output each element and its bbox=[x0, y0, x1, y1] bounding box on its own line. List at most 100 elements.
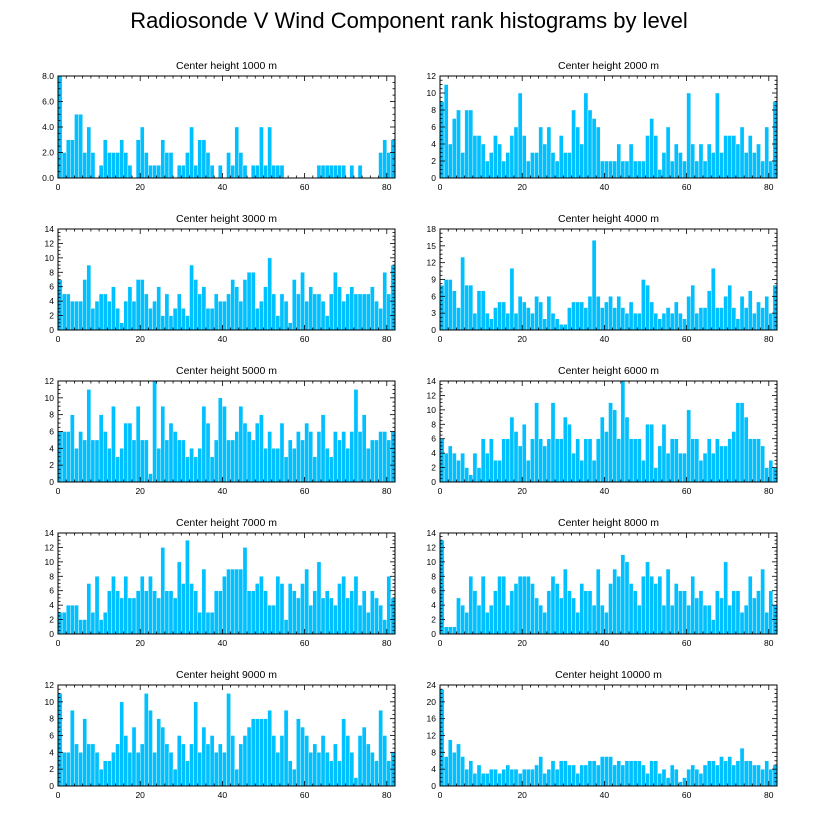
bar bbox=[764, 467, 769, 483]
bar bbox=[90, 612, 96, 635]
panel-7: Center height 7000 m 0 20 40 60 80 0 2 4 6 8 10 12 14 bbox=[45, 517, 396, 648]
bar bbox=[595, 126, 601, 179]
bar bbox=[103, 431, 108, 483]
bar bbox=[66, 752, 71, 787]
bar bbox=[768, 160, 774, 179]
bar bbox=[103, 612, 108, 635]
bar bbox=[345, 448, 350, 483]
bar bbox=[653, 760, 659, 787]
bar bbox=[205, 152, 211, 179]
bar bbox=[637, 604, 642, 635]
bar bbox=[234, 768, 240, 787]
bar bbox=[743, 152, 749, 179]
bar bbox=[316, 431, 322, 483]
bar bbox=[115, 308, 120, 331]
bar bbox=[275, 448, 281, 483]
bar bbox=[127, 597, 133, 635]
bar bbox=[719, 307, 724, 331]
bar bbox=[669, 160, 675, 179]
bar bbox=[530, 583, 535, 635]
bar bbox=[357, 293, 363, 331]
bar bbox=[139, 279, 145, 331]
bar bbox=[604, 160, 609, 179]
bar bbox=[567, 764, 572, 787]
bar bbox=[509, 768, 515, 787]
bar bbox=[70, 139, 75, 179]
bar bbox=[731, 135, 737, 179]
bar bbox=[632, 312, 638, 331]
bar bbox=[509, 590, 515, 635]
bar bbox=[370, 590, 375, 635]
panel-4: Center height 4000 m 0 20 40 60 80 0 3 6 9 12 15 18 bbox=[427, 213, 778, 344]
bar bbox=[546, 296, 552, 331]
y-tick-label: 12 bbox=[427, 71, 437, 81]
bar bbox=[595, 296, 601, 331]
bar bbox=[341, 165, 346, 179]
bar bbox=[222, 576, 227, 635]
bar bbox=[201, 726, 207, 787]
bar bbox=[218, 300, 223, 331]
bar bbox=[669, 312, 675, 331]
bar bbox=[103, 293, 108, 331]
bar bbox=[768, 460, 774, 483]
bar bbox=[386, 439, 392, 483]
x-tick-label: 0 bbox=[438, 334, 443, 344]
bar bbox=[567, 590, 572, 635]
bar bbox=[308, 431, 314, 483]
bar bbox=[78, 114, 83, 179]
y-tick-label: 8 bbox=[431, 747, 436, 757]
x-tick-label: 40 bbox=[218, 790, 228, 800]
bar bbox=[86, 126, 92, 179]
bar bbox=[768, 312, 774, 331]
bar bbox=[366, 448, 371, 483]
panel-title: Center height 5000 m bbox=[176, 365, 277, 377]
bar bbox=[517, 576, 523, 635]
bar bbox=[661, 604, 667, 635]
bar bbox=[645, 561, 650, 635]
bar bbox=[172, 597, 178, 635]
bar bbox=[567, 307, 572, 331]
bar bbox=[711, 152, 716, 179]
bar bbox=[653, 135, 659, 179]
bar bbox=[370, 752, 375, 787]
bar bbox=[382, 735, 387, 787]
bar bbox=[587, 296, 593, 331]
bar bbox=[534, 152, 539, 179]
bar bbox=[501, 301, 506, 331]
bar bbox=[489, 318, 494, 331]
y-tick-label: 14 bbox=[427, 528, 437, 538]
bar bbox=[456, 597, 461, 635]
bar bbox=[517, 773, 523, 787]
bar bbox=[468, 474, 474, 483]
bar bbox=[197, 612, 203, 635]
bar bbox=[739, 126, 745, 179]
x-tick-label: 0 bbox=[56, 182, 61, 192]
bar bbox=[493, 590, 498, 635]
panel-title: Center height 8000 m bbox=[558, 517, 659, 529]
x-tick-label: 20 bbox=[517, 486, 527, 496]
bar bbox=[715, 307, 720, 331]
bar bbox=[686, 409, 691, 483]
bar bbox=[230, 735, 235, 787]
bar bbox=[345, 293, 350, 331]
x-tick-label: 40 bbox=[218, 638, 228, 648]
bar bbox=[748, 290, 753, 331]
bar bbox=[637, 438, 642, 483]
bar bbox=[98, 293, 104, 331]
y-tick-label: 2 bbox=[431, 463, 436, 473]
y-tick-label: 10 bbox=[427, 405, 437, 415]
x-tick-label: 40 bbox=[600, 486, 610, 496]
bar bbox=[563, 324, 568, 331]
x-tick-label: 20 bbox=[517, 334, 527, 344]
bar bbox=[554, 438, 560, 483]
bar bbox=[587, 438, 593, 483]
bar bbox=[731, 764, 737, 787]
bar bbox=[628, 301, 634, 331]
bar bbox=[226, 568, 231, 635]
bar bbox=[370, 439, 375, 483]
bar bbox=[743, 416, 749, 483]
bar bbox=[674, 143, 679, 179]
bar bbox=[300, 272, 305, 331]
bar bbox=[66, 293, 71, 331]
bar bbox=[600, 416, 605, 483]
